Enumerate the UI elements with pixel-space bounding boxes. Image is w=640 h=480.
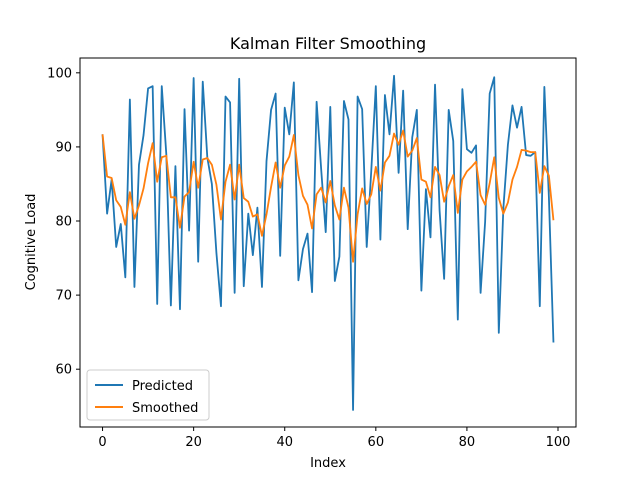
series-layer: [101, 74, 555, 411]
x-tick-label: 100: [546, 435, 571, 450]
y-axis: 60 70 80 90 100: [47, 66, 80, 378]
series-line-predicted: [101, 74, 555, 411]
x-tick-label: 0: [98, 435, 106, 450]
plot-background: [80, 58, 576, 427]
x-tick-label: 80: [459, 435, 476, 450]
chart-title: Kalman Filter Smoothing: [230, 34, 426, 53]
legend-label-smoothed: Smoothed: [132, 401, 198, 416]
plot-frame: [79, 57, 577, 428]
series-line-smoothed: [101, 129, 555, 263]
x-tick-label: 20: [185, 435, 202, 450]
x-axis-label: Index: [310, 456, 346, 471]
x-tick-label: 40: [276, 435, 293, 450]
y-tick-label: 60: [55, 363, 72, 378]
legend: Predicted Smoothed: [86, 369, 210, 421]
y-tick-label: 70: [55, 289, 72, 304]
y-axis-label: Cognitive Load: [24, 194, 39, 291]
y-tick-label: 80: [55, 215, 72, 230]
x-tick-label: 60: [368, 435, 385, 450]
y-tick-label: 100: [47, 66, 72, 81]
y-tick-label: 90: [55, 140, 72, 155]
plot-area: [79, 57, 577, 428]
legend-label-predicted: Predicted: [132, 379, 193, 394]
x-axis: 0 20 40 60 80 100: [98, 427, 570, 450]
